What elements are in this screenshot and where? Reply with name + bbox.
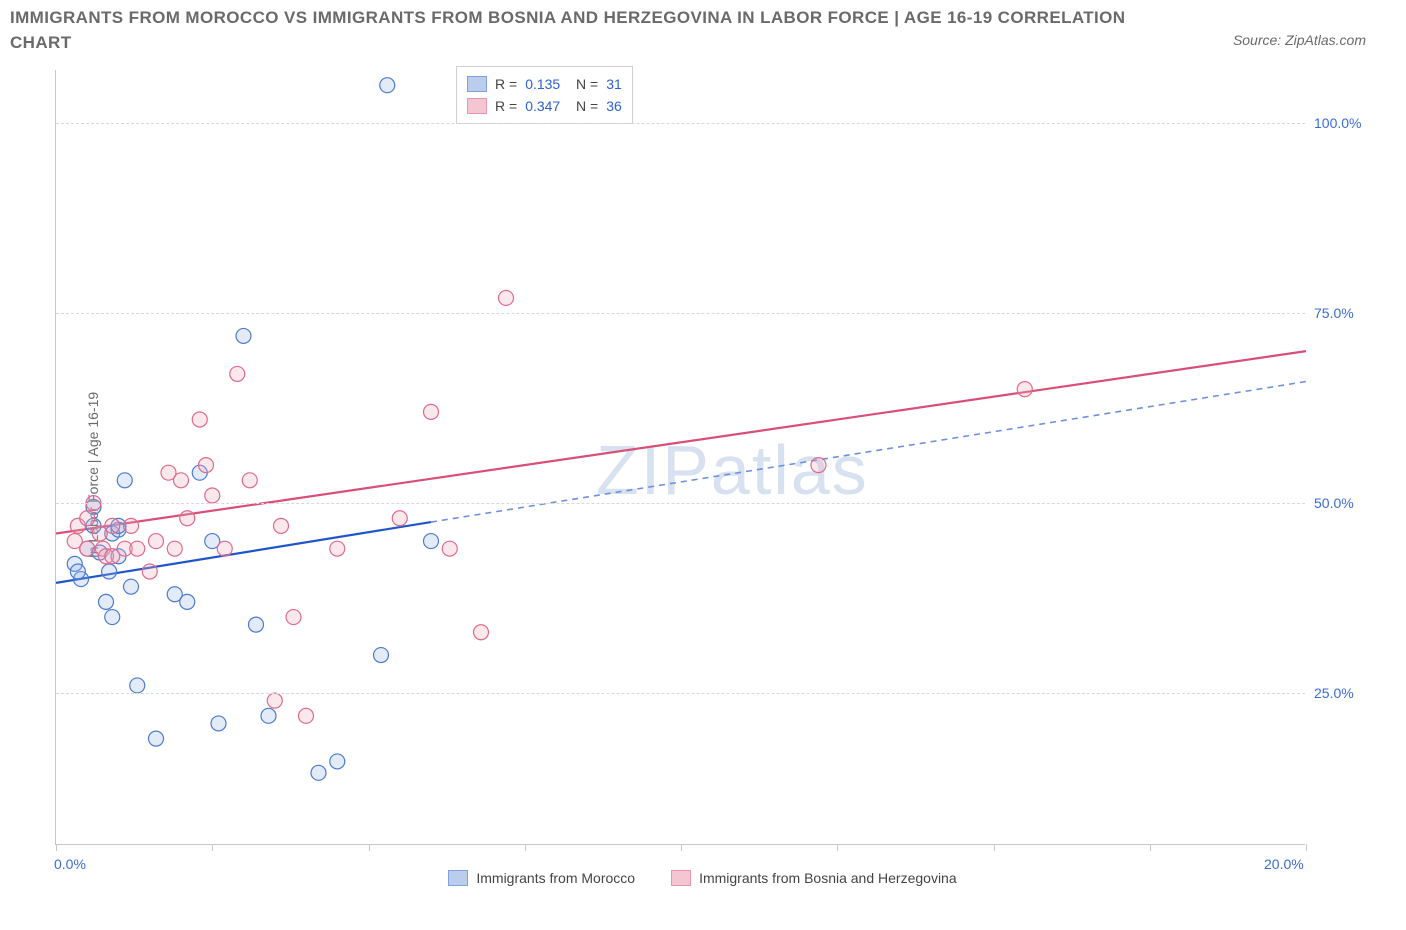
data-point: [124, 518, 139, 533]
x-tick: [1150, 844, 1151, 851]
data-point: [474, 625, 489, 640]
data-point: [374, 648, 389, 663]
y-tick-label: 75.0%: [1314, 305, 1354, 321]
y-tick-label: 100.0%: [1314, 115, 1361, 131]
data-point: [117, 473, 132, 488]
data-point: [149, 731, 164, 746]
data-point: [330, 754, 345, 769]
x-tick: [1306, 844, 1307, 851]
data-point: [211, 716, 226, 731]
y-tick-label: 25.0%: [1314, 685, 1354, 701]
data-point: [242, 473, 257, 488]
data-point: [1017, 382, 1032, 397]
data-point: [105, 518, 120, 533]
legend-label: Immigrants from Bosnia and Herzegovina: [699, 870, 957, 886]
legend-swatch-morocco: [448, 870, 468, 886]
data-point: [199, 458, 214, 473]
chart-title: IMMIGRANTS FROM MOROCCO VS IMMIGRANTS FR…: [10, 6, 1186, 55]
trendline-dash: [431, 382, 1306, 523]
data-point: [311, 765, 326, 780]
data-point: [392, 511, 407, 526]
data-point: [205, 488, 220, 503]
x-tick: [56, 844, 57, 851]
data-point: [424, 404, 439, 419]
plot-area: ZIPatlas R = 0.135 N = 31 R = 0.347 N = …: [55, 70, 1305, 845]
chart-svg: [56, 70, 1305, 844]
data-point: [80, 541, 95, 556]
data-point: [230, 366, 245, 381]
source-label: Source: ZipAtlas.com: [1233, 32, 1366, 48]
data-point: [180, 594, 195, 609]
data-point: [80, 511, 95, 526]
gridline: [56, 503, 1305, 504]
x-tick: [837, 844, 838, 851]
legend-item-morocco: Immigrants from Morocco: [448, 870, 635, 886]
data-point: [102, 564, 117, 579]
data-point: [192, 412, 207, 427]
data-point: [174, 473, 189, 488]
data-point: [330, 541, 345, 556]
data-point: [105, 610, 120, 625]
data-point: [99, 594, 114, 609]
data-point: [180, 511, 195, 526]
x-tick: [681, 844, 682, 851]
data-point: [299, 708, 314, 723]
data-point: [442, 541, 457, 556]
data-point: [811, 458, 826, 473]
data-point: [149, 534, 164, 549]
data-point: [130, 678, 145, 693]
legend-bottom: Immigrants from Morocco Immigrants from …: [10, 870, 1395, 886]
data-point: [499, 290, 514, 305]
legend-swatch-bosnia: [671, 870, 691, 886]
x-tick: [994, 844, 995, 851]
y-tick-label: 50.0%: [1314, 495, 1354, 511]
data-point: [424, 534, 439, 549]
data-point: [70, 564, 85, 579]
data-point: [236, 328, 251, 343]
chart-container: In Labor Force | Age 16-19 ZIPatlas R = …: [10, 60, 1395, 890]
data-point: [130, 541, 145, 556]
data-point: [142, 564, 157, 579]
data-point: [274, 518, 289, 533]
data-point: [286, 610, 301, 625]
gridline: [56, 123, 1305, 124]
data-point: [261, 708, 276, 723]
x-tick: [525, 844, 526, 851]
data-point: [249, 617, 264, 632]
legend-item-bosnia: Immigrants from Bosnia and Herzegovina: [671, 870, 957, 886]
data-point: [217, 541, 232, 556]
x-tick: [212, 844, 213, 851]
gridline: [56, 693, 1305, 694]
data-point: [167, 541, 182, 556]
data-point: [267, 693, 282, 708]
data-point: [380, 78, 395, 93]
legend-label: Immigrants from Morocco: [476, 870, 635, 886]
data-point: [124, 579, 139, 594]
gridline: [56, 313, 1305, 314]
x-tick: [369, 844, 370, 851]
